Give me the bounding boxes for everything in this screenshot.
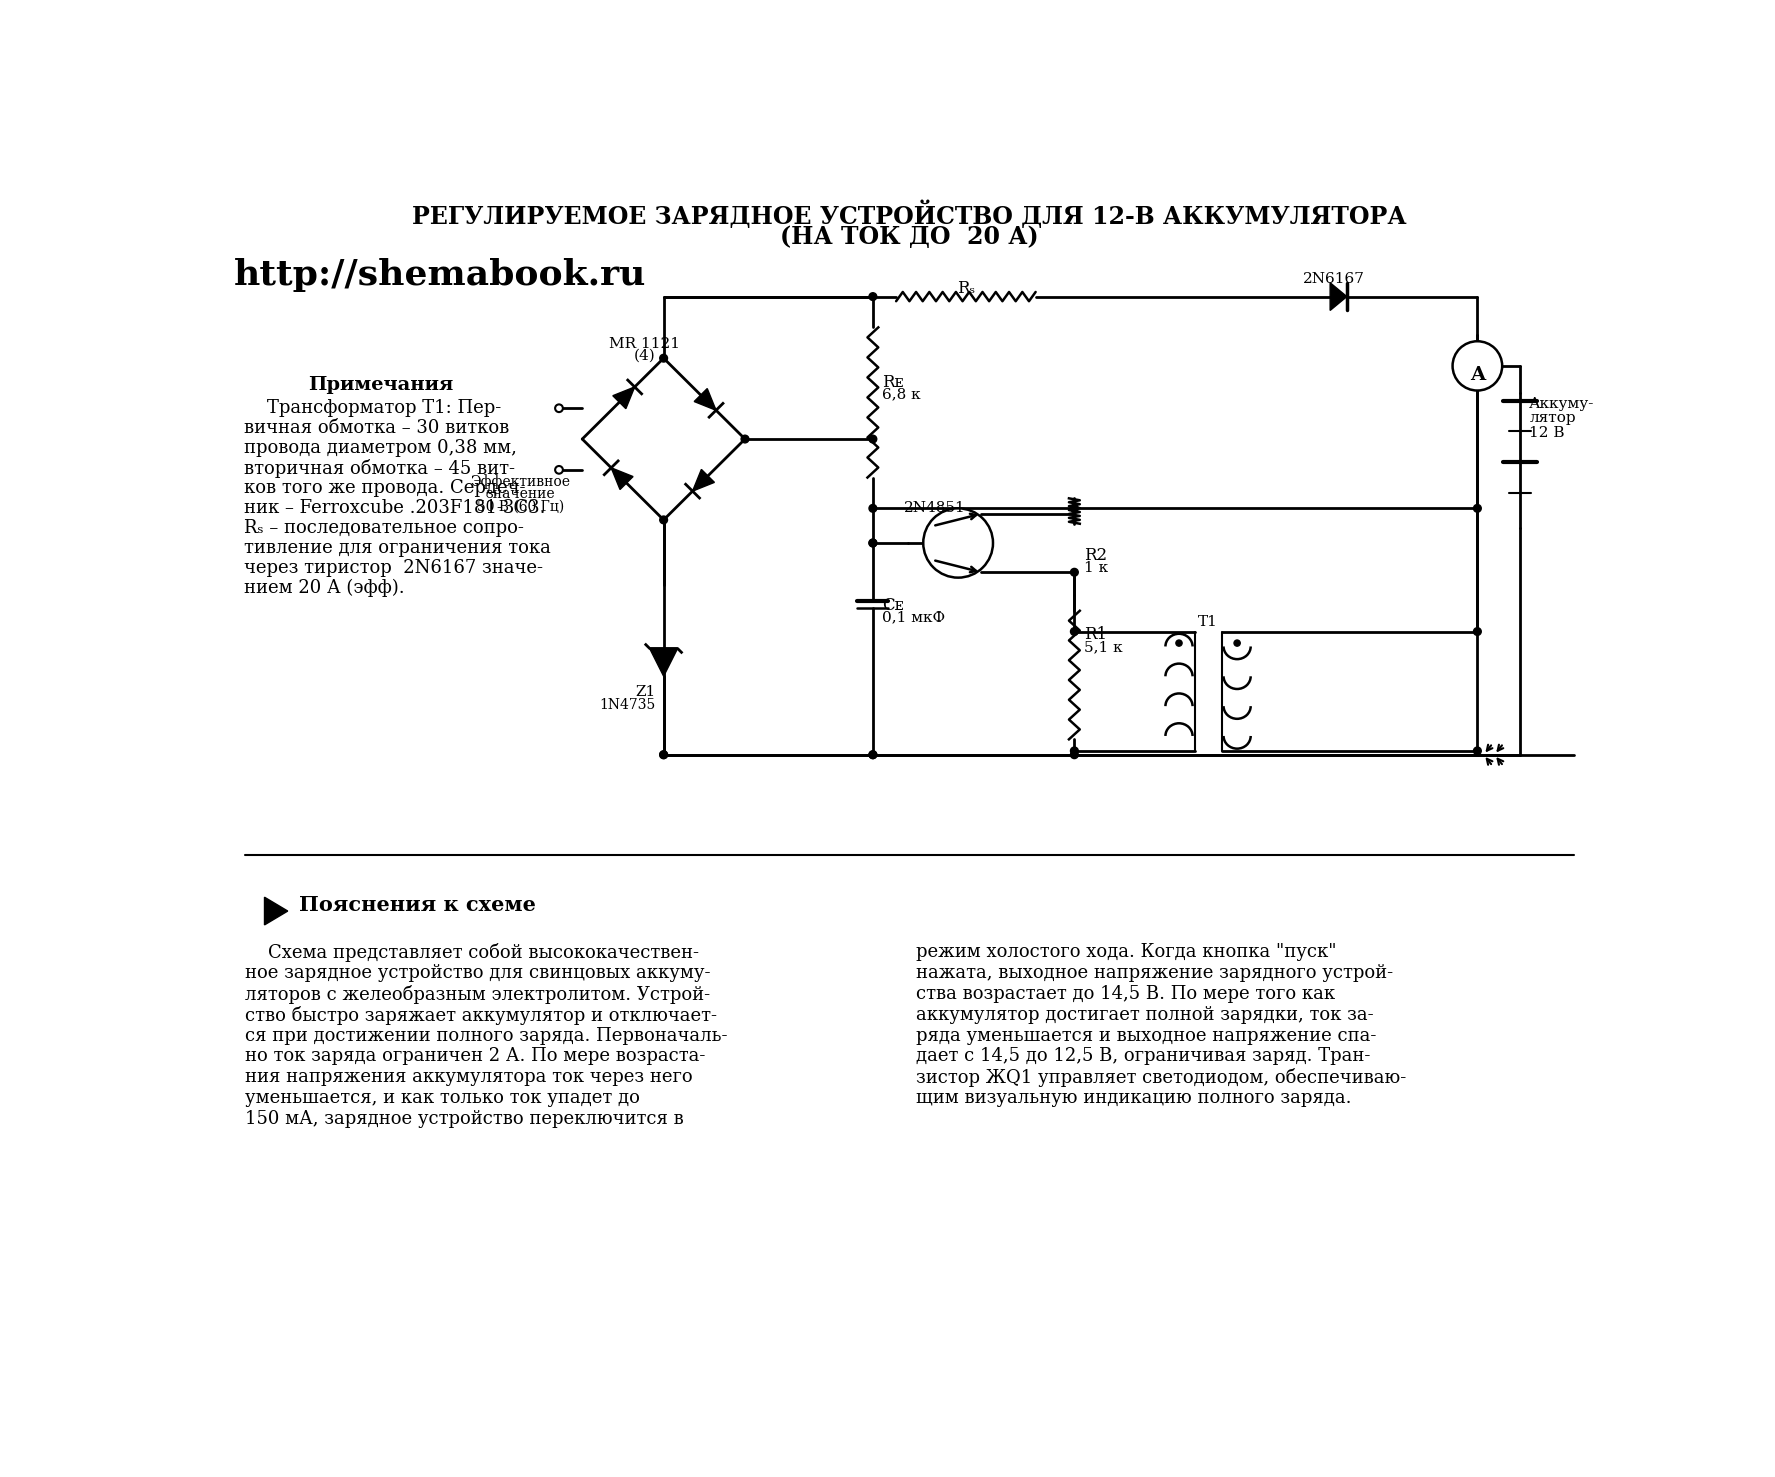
- Text: режим холостого хода. Когда кнопка "пуск": режим холостого хода. Когда кнопка "пуск…: [916, 944, 1337, 962]
- Text: провода диаметром 0,38 мм,: провода диаметром 0,38 мм,: [243, 439, 517, 456]
- Circle shape: [870, 436, 877, 443]
- Text: 6,8 к: 6,8 к: [882, 387, 921, 402]
- Circle shape: [660, 354, 667, 362]
- Text: вторичная обмотка – 45 вит-: вторичная обмотка – 45 вит-: [243, 459, 515, 479]
- Text: MR 1121: MR 1121: [609, 337, 680, 350]
- Text: A: A: [1470, 366, 1486, 384]
- Text: R1: R1: [1085, 626, 1108, 642]
- Text: 2N4851: 2N4851: [903, 501, 966, 514]
- Text: тивление для ограничения тока: тивление для ограничения тока: [243, 539, 550, 557]
- Text: (4): (4): [634, 349, 655, 363]
- Circle shape: [870, 539, 877, 546]
- Text: лятор: лятор: [1530, 411, 1576, 424]
- Text: Схема представляет собой высококачествен-: Схема представляет собой высококачествен…: [245, 944, 699, 963]
- Circle shape: [870, 750, 877, 759]
- Text: Rₛ: Rₛ: [957, 279, 974, 297]
- Polygon shape: [612, 387, 635, 409]
- Text: Z1: Z1: [635, 685, 657, 700]
- Text: Аккуму-: Аккуму-: [1530, 397, 1594, 411]
- Text: 50 В (60 Гц): 50 В (60 Гц): [477, 499, 564, 514]
- Text: Пояснения к схеме: Пояснения к схеме: [300, 895, 536, 914]
- Circle shape: [660, 515, 667, 524]
- Circle shape: [870, 539, 877, 546]
- Circle shape: [1452, 341, 1502, 390]
- Text: ков того же провода. Сердеч-: ков того же провода. Сердеч-: [243, 479, 525, 498]
- Circle shape: [1234, 640, 1241, 645]
- Text: дает с 14,5 до 12,5 В, ограничивая заряд. Тран-: дает с 14,5 до 12,5 В, ограничивая заряд…: [916, 1047, 1370, 1065]
- Circle shape: [1070, 569, 1077, 576]
- Text: нием 20 А (эфф).: нием 20 А (эфф).: [243, 579, 405, 597]
- Text: ся при достижении полного заряда. Первоначаль-: ся при достижении полного заряда. Первон…: [245, 1027, 728, 1044]
- Text: ство быстро заряжает аккумулятор и отключает-: ство быстро заряжает аккумулятор и отклю…: [245, 1006, 717, 1025]
- Text: http://shemabook.ru: http://shemabook.ru: [234, 258, 646, 292]
- Circle shape: [923, 508, 992, 578]
- Circle shape: [556, 405, 563, 412]
- Text: Rᴇ: Rᴇ: [882, 374, 903, 390]
- Circle shape: [1070, 750, 1077, 759]
- Text: через тиристор  2N6167 значе-: через тиристор 2N6167 значе-: [243, 560, 543, 578]
- Text: ное зарядное устройство для свинцовых аккуму-: ное зарядное устройство для свинцовых ак…: [245, 964, 710, 982]
- Circle shape: [870, 292, 877, 300]
- Text: 5,1 к: 5,1 к: [1085, 640, 1122, 654]
- Circle shape: [1175, 640, 1182, 645]
- Text: Трансформатор Т1: Пер-: Трансформатор Т1: Пер-: [243, 399, 501, 417]
- Text: щим визуальную индикацию полного заряда.: щим визуальную индикацию полного заряда.: [916, 1089, 1351, 1106]
- Text: Примечания: Примечания: [309, 377, 453, 394]
- Text: Cᴇ: Cᴇ: [882, 597, 903, 614]
- Text: 1N4735: 1N4735: [600, 697, 657, 712]
- Circle shape: [742, 436, 749, 443]
- Text: вичная обмотка – 30 витков: вичная обмотка – 30 витков: [243, 419, 509, 437]
- Circle shape: [1070, 505, 1077, 513]
- Text: ник – Ferroxcube .203F181-3C3.: ник – Ferroxcube .203F181-3C3.: [243, 499, 545, 517]
- Text: нажата, выходное напряжение зарядного устрой-: нажата, выходное напряжение зарядного ус…: [916, 964, 1393, 982]
- Polygon shape: [1329, 282, 1347, 310]
- Polygon shape: [264, 897, 288, 925]
- Text: но ток заряда ограничен 2 А. По мере возраста-: но ток заряда ограничен 2 А. По мере воз…: [245, 1047, 705, 1065]
- Text: РЕГУЛИРУЕМОЕ ЗАРЯДНОЕ УСТРОЙСТВО ДЛЯ 12-В АККУМУЛЯТОРА: РЕГУЛИРУЕМОЕ ЗАРЯДНОЕ УСТРОЙСТВО ДЛЯ 12-…: [412, 201, 1406, 229]
- Text: уменьшается, и как только ток упадет до: уменьшается, и как только ток упадет до: [245, 1089, 641, 1106]
- Text: 12 В: 12 В: [1530, 425, 1566, 440]
- Text: ряда уменьшается и выходное напряжение спа-: ряда уменьшается и выходное напряжение с…: [916, 1027, 1376, 1044]
- Circle shape: [870, 750, 877, 759]
- Text: (НА ТОК ДО  20 А): (НА ТОК ДО 20 А): [779, 225, 1038, 250]
- Polygon shape: [694, 388, 715, 411]
- Circle shape: [556, 465, 563, 474]
- Circle shape: [870, 505, 877, 513]
- Text: зистор ЖQ1 управляет светодиодом, обеспечиваю-: зистор ЖQ1 управляет светодиодом, обеспе…: [916, 1068, 1406, 1087]
- Text: аккумулятор достигает полной зарядки, ток за-: аккумулятор достигает полной зарядки, то…: [916, 1006, 1374, 1024]
- Circle shape: [660, 750, 667, 759]
- Text: Эффективное: Эффективное: [470, 474, 570, 489]
- Circle shape: [1473, 747, 1482, 755]
- Circle shape: [1070, 628, 1077, 635]
- Polygon shape: [611, 468, 634, 489]
- Circle shape: [1070, 747, 1077, 755]
- Text: Rₛ – последовательное сопро-: Rₛ – последовательное сопро-: [243, 518, 524, 538]
- Polygon shape: [692, 470, 714, 492]
- Text: R2: R2: [1085, 546, 1108, 564]
- Polygon shape: [650, 648, 678, 676]
- Text: 1 к: 1 к: [1085, 561, 1108, 575]
- Circle shape: [1473, 505, 1482, 513]
- Text: ния напряжения аккумулятора ток через него: ния напряжения аккумулятора ток через не…: [245, 1068, 692, 1086]
- Text: T1: T1: [1198, 614, 1218, 629]
- Circle shape: [660, 750, 667, 759]
- Text: значение: значение: [485, 487, 556, 501]
- Text: 150 мА, зарядное устройство переключится в: 150 мА, зарядное устройство переключится…: [245, 1109, 683, 1128]
- Text: ства возрастает до 14,5 В. По мере того как: ства возрастает до 14,5 В. По мере того …: [916, 985, 1335, 1003]
- Text: ляторов с желеобразным электролитом. Устрой-: ляторов с желеобразным электролитом. Уст…: [245, 985, 710, 1004]
- Text: 2N6167: 2N6167: [1303, 272, 1365, 287]
- Text: 0,1 мкФ: 0,1 мкФ: [882, 610, 946, 623]
- Circle shape: [1473, 628, 1482, 635]
